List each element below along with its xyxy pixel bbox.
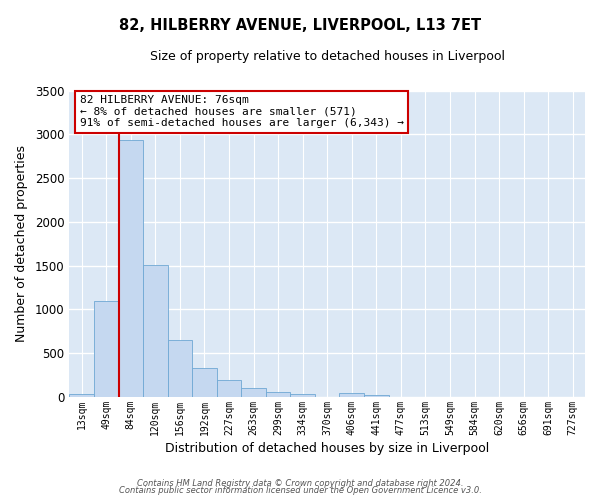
Bar (167, 340, 192, 397)
Bar (192, 368, 217, 397)
Text: Contains HM Land Registry data © Crown copyright and database right 2024.: Contains HM Land Registry data © Crown c… (137, 478, 463, 488)
Bar (364, 396, 389, 397)
Bar (70, 394, 94, 397)
Y-axis label: Number of detached properties: Number of detached properties (15, 146, 28, 342)
Bar (119, 140, 143, 397)
Bar (217, 380, 241, 397)
Text: Contains public sector information licensed under the Open Government Licence v3: Contains public sector information licen… (119, 486, 481, 495)
Text: 82 HILBERRY AVENUE: 76sqm
← 8% of detached houses are smaller (571)
91% of semi-: 82 HILBERRY AVENUE: 76sqm ← 8% of detach… (80, 95, 404, 128)
Title: Size of property relative to detached houses in Liverpool: Size of property relative to detached ho… (150, 50, 505, 63)
Bar (241, 388, 266, 397)
Text: 82, HILBERRY AVENUE, LIVERPOOL, L13 7ET: 82, HILBERRY AVENUE, LIVERPOOL, L13 7ET (119, 18, 481, 32)
Bar (290, 394, 315, 397)
Bar (94, 300, 119, 397)
X-axis label: Distribution of detached houses by size in Liverpool: Distribution of detached houses by size … (165, 442, 490, 455)
Bar (266, 392, 290, 397)
Bar (143, 265, 167, 397)
Bar (340, 393, 364, 397)
